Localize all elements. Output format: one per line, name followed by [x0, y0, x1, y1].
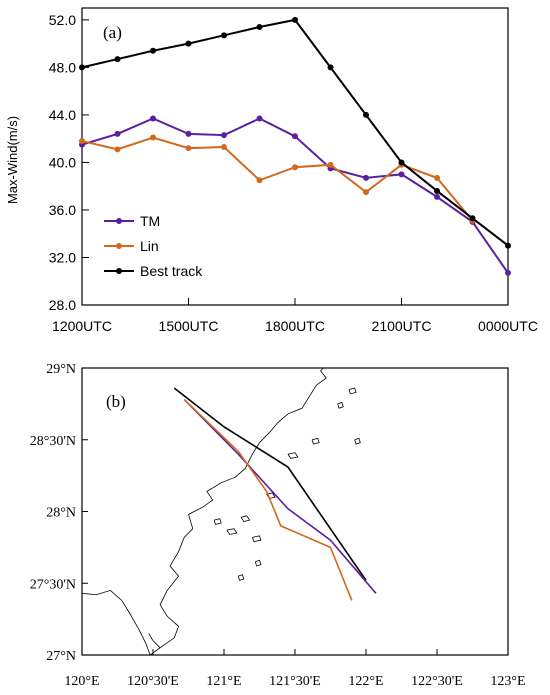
chart-a-legend: TM Lin Best track [104, 213, 203, 279]
data-point [150, 134, 156, 141]
y-tick-label: 28.0 [49, 297, 76, 313]
map-panel-label: (b) [106, 392, 126, 411]
map-tracks [173, 387, 377, 601]
data-point [256, 24, 263, 31]
coastline-segment [148, 633, 161, 649]
legend-marker [116, 268, 122, 274]
legend-label: Best track [140, 263, 203, 279]
data-point [327, 161, 334, 168]
data-point [256, 115, 263, 122]
coastline-segment [213, 518, 222, 525]
data-point [434, 187, 440, 194]
chart-a-plot-area [81, 7, 509, 306]
data-point [398, 159, 405, 166]
data-point [221, 132, 227, 139]
data-point [79, 64, 85, 71]
data-point [150, 47, 156, 54]
data-point [434, 193, 440, 200]
data-point [221, 143, 227, 150]
coastline-segment [287, 452, 299, 459]
map-y-tick-label: 27°N [46, 649, 76, 664]
data-point [185, 40, 192, 47]
data-point [505, 242, 511, 249]
y-tick-label: 44.0 [49, 107, 76, 123]
map-x-tick-label: 123°E [490, 674, 525, 689]
y-tick-label: 40.0 [49, 154, 76, 170]
coastline [81, 367, 361, 656]
data-point [505, 269, 511, 276]
data-point [256, 177, 263, 184]
map-x-tick-label: 120°30'E [127, 674, 179, 689]
data-point [114, 130, 121, 137]
data-point [292, 133, 298, 140]
map-y-tick-label: 29°N [46, 362, 76, 377]
map-y-ticks: 27°N 27°30'N 28°N 28°30'N 29°N [30, 362, 88, 664]
y-tick-label: 32.0 [49, 249, 76, 265]
map-x-tick-label: 122°30'E [411, 674, 463, 689]
data-point [114, 146, 121, 153]
data-point [363, 111, 369, 118]
coastline-segment [311, 437, 320, 445]
data-point [398, 171, 405, 178]
data-point [327, 64, 334, 71]
coastline-segment [354, 437, 361, 445]
data-point [434, 174, 440, 181]
data-point [185, 145, 192, 152]
map-x-tick-label: 122°E [348, 674, 383, 689]
legend-marker [116, 218, 122, 224]
data-point [185, 130, 192, 137]
map-x-tick-label: 121°30'E [269, 674, 321, 689]
map-y-tick-label: 28°30'N [30, 434, 76, 449]
coastline-segment [237, 574, 245, 581]
data-point [292, 16, 298, 23]
legend-marker [116, 243, 122, 249]
y-tick-label: 48.0 [49, 59, 76, 75]
data-point [79, 138, 85, 145]
legend-label: TM [140, 213, 160, 229]
track-line [183, 399, 377, 594]
coastline-segment [348, 387, 357, 395]
data-point [150, 115, 156, 122]
chart-a-x-ticks: 1200UTC 1500UTC 1800UTC 2100UTC 0000UTC [52, 298, 538, 334]
y-tick-label: 36.0 [49, 202, 76, 218]
coastline-segment [254, 559, 262, 567]
track-line [173, 387, 367, 581]
x-tick-label: 1800UTC [265, 318, 325, 334]
coastline-segment [149, 367, 327, 656]
data-point [469, 215, 476, 222]
data-point [221, 32, 227, 39]
track-line [183, 398, 353, 601]
coastline-segment [337, 401, 344, 409]
chart-a-series [79, 16, 511, 276]
x-tick-label: 2100UTC [372, 318, 432, 334]
x-tick-label: 0000UTC [478, 318, 538, 334]
map-y-tick-label: 27°30'N [30, 577, 76, 592]
map-x-tick-label: 120°E [64, 674, 99, 689]
chart-a-y-ticks: 28.0 32.0 36.0 40.0 44.0 48.0 52.0 [49, 12, 89, 313]
chart-a-panel-label: (a) [103, 23, 122, 42]
track-map: 27°N 27°30'N 28°N 28°30'N 29°N 120°E 120°30'E… [30, 362, 526, 689]
map-plot-area [81, 367, 509, 656]
coastline-segment [81, 589, 151, 656]
coastline-segment [240, 515, 251, 523]
map-x-ticks: 120°E 120°30'E 121°E 121°30'E 122°E 122°30'E 1… [64, 649, 526, 689]
data-point [292, 164, 298, 171]
map-y-tick-label: 28°N [46, 506, 76, 521]
data-point [363, 174, 369, 181]
x-tick-label: 1200UTC [52, 318, 112, 334]
y-tick-label: 52.0 [49, 12, 76, 28]
chart-a-y-axis-label: Max-Wind(m/s) [5, 116, 20, 204]
data-point [363, 189, 369, 196]
intensity-chart: 28.0 32.0 36.0 40.0 44.0 48.0 52.0 1200UTC 1500… [5, 7, 538, 334]
map-x-tick-label: 121°E [206, 674, 241, 689]
data-point [114, 56, 121, 63]
x-tick-label: 1500UTC [159, 318, 219, 334]
coastline-segment [226, 528, 238, 535]
coastline-segment [252, 535, 262, 543]
legend-label: Lin [140, 238, 159, 254]
